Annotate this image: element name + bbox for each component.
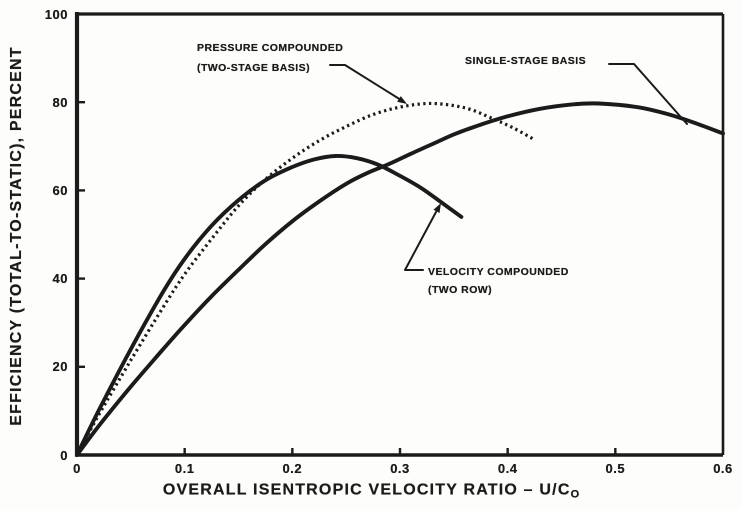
annotation-velocity-line1: VELOCITY COMPOUNDED [428, 266, 569, 278]
x-tick-label-0.2: 0.2 [282, 461, 303, 476]
x-tick-label-0.4: 0.4 [497, 461, 518, 476]
annotation-velocity-line2: (TWO ROW) [428, 284, 493, 296]
y-tick-label-0: 0 [60, 447, 68, 463]
pressure-compounded-leader-line [329, 64, 402, 101]
x-tick-label-0: 0 [73, 461, 81, 476]
x-axis-title: OVERALL ISENTROPIC VELOCITY RATIO – U/CO [163, 482, 579, 501]
annotation-pressure-line1: PRESSURE COMPOUNDED [197, 42, 344, 54]
x-tick-label-0.3: 0.3 [390, 461, 410, 476]
annotation-pressure-line2: (TWO-STAGE BASIS) [197, 62, 311, 74]
x-tick-label-0.1: 0.1 [174, 461, 195, 476]
y-tick-label-40: 40 [52, 271, 68, 287]
annotation-velocity-compounded: VELOCITY COMPOUNDED (TWO ROW) [428, 263, 569, 299]
x-tick-label-0.5: 0.5 [605, 461, 626, 476]
y-tick-label-80: 80 [52, 94, 68, 110]
y-tick-label-100: 100 [44, 6, 68, 22]
pressure-compounded-two-stage-curve [75, 101, 536, 456]
annotation-pressure-compounded: PRESSURE COMPOUNDED (TWO-STAGE BASIS) [197, 38, 343, 78]
velocity-compounded-leader-line [404, 211, 437, 271]
x-axis-title-text: OVERALL ISENTROPIC VELOCITY RATIO – U/C [162, 481, 571, 499]
x-tick-label-0.6: 0.6 [713, 461, 733, 476]
annotation-single-stage: SINGLE-STAGE BASIS [465, 54, 586, 68]
single-stage-leader-line [608, 63, 688, 125]
velocity-compounded-two-row-curve [75, 154, 464, 457]
velocity-compounded-leader-arrowhead [433, 203, 441, 213]
y-tick-label-20: 20 [52, 359, 68, 375]
y-tick-label-60: 60 [52, 182, 68, 198]
annotation-single-stage-line1: SINGLE-STAGE BASIS [465, 55, 587, 67]
pressure-compounded-leader-arrowhead [397, 96, 407, 104]
single-stage-basis-curve [75, 101, 725, 457]
x-axis-title-subscript: O [570, 488, 580, 501]
